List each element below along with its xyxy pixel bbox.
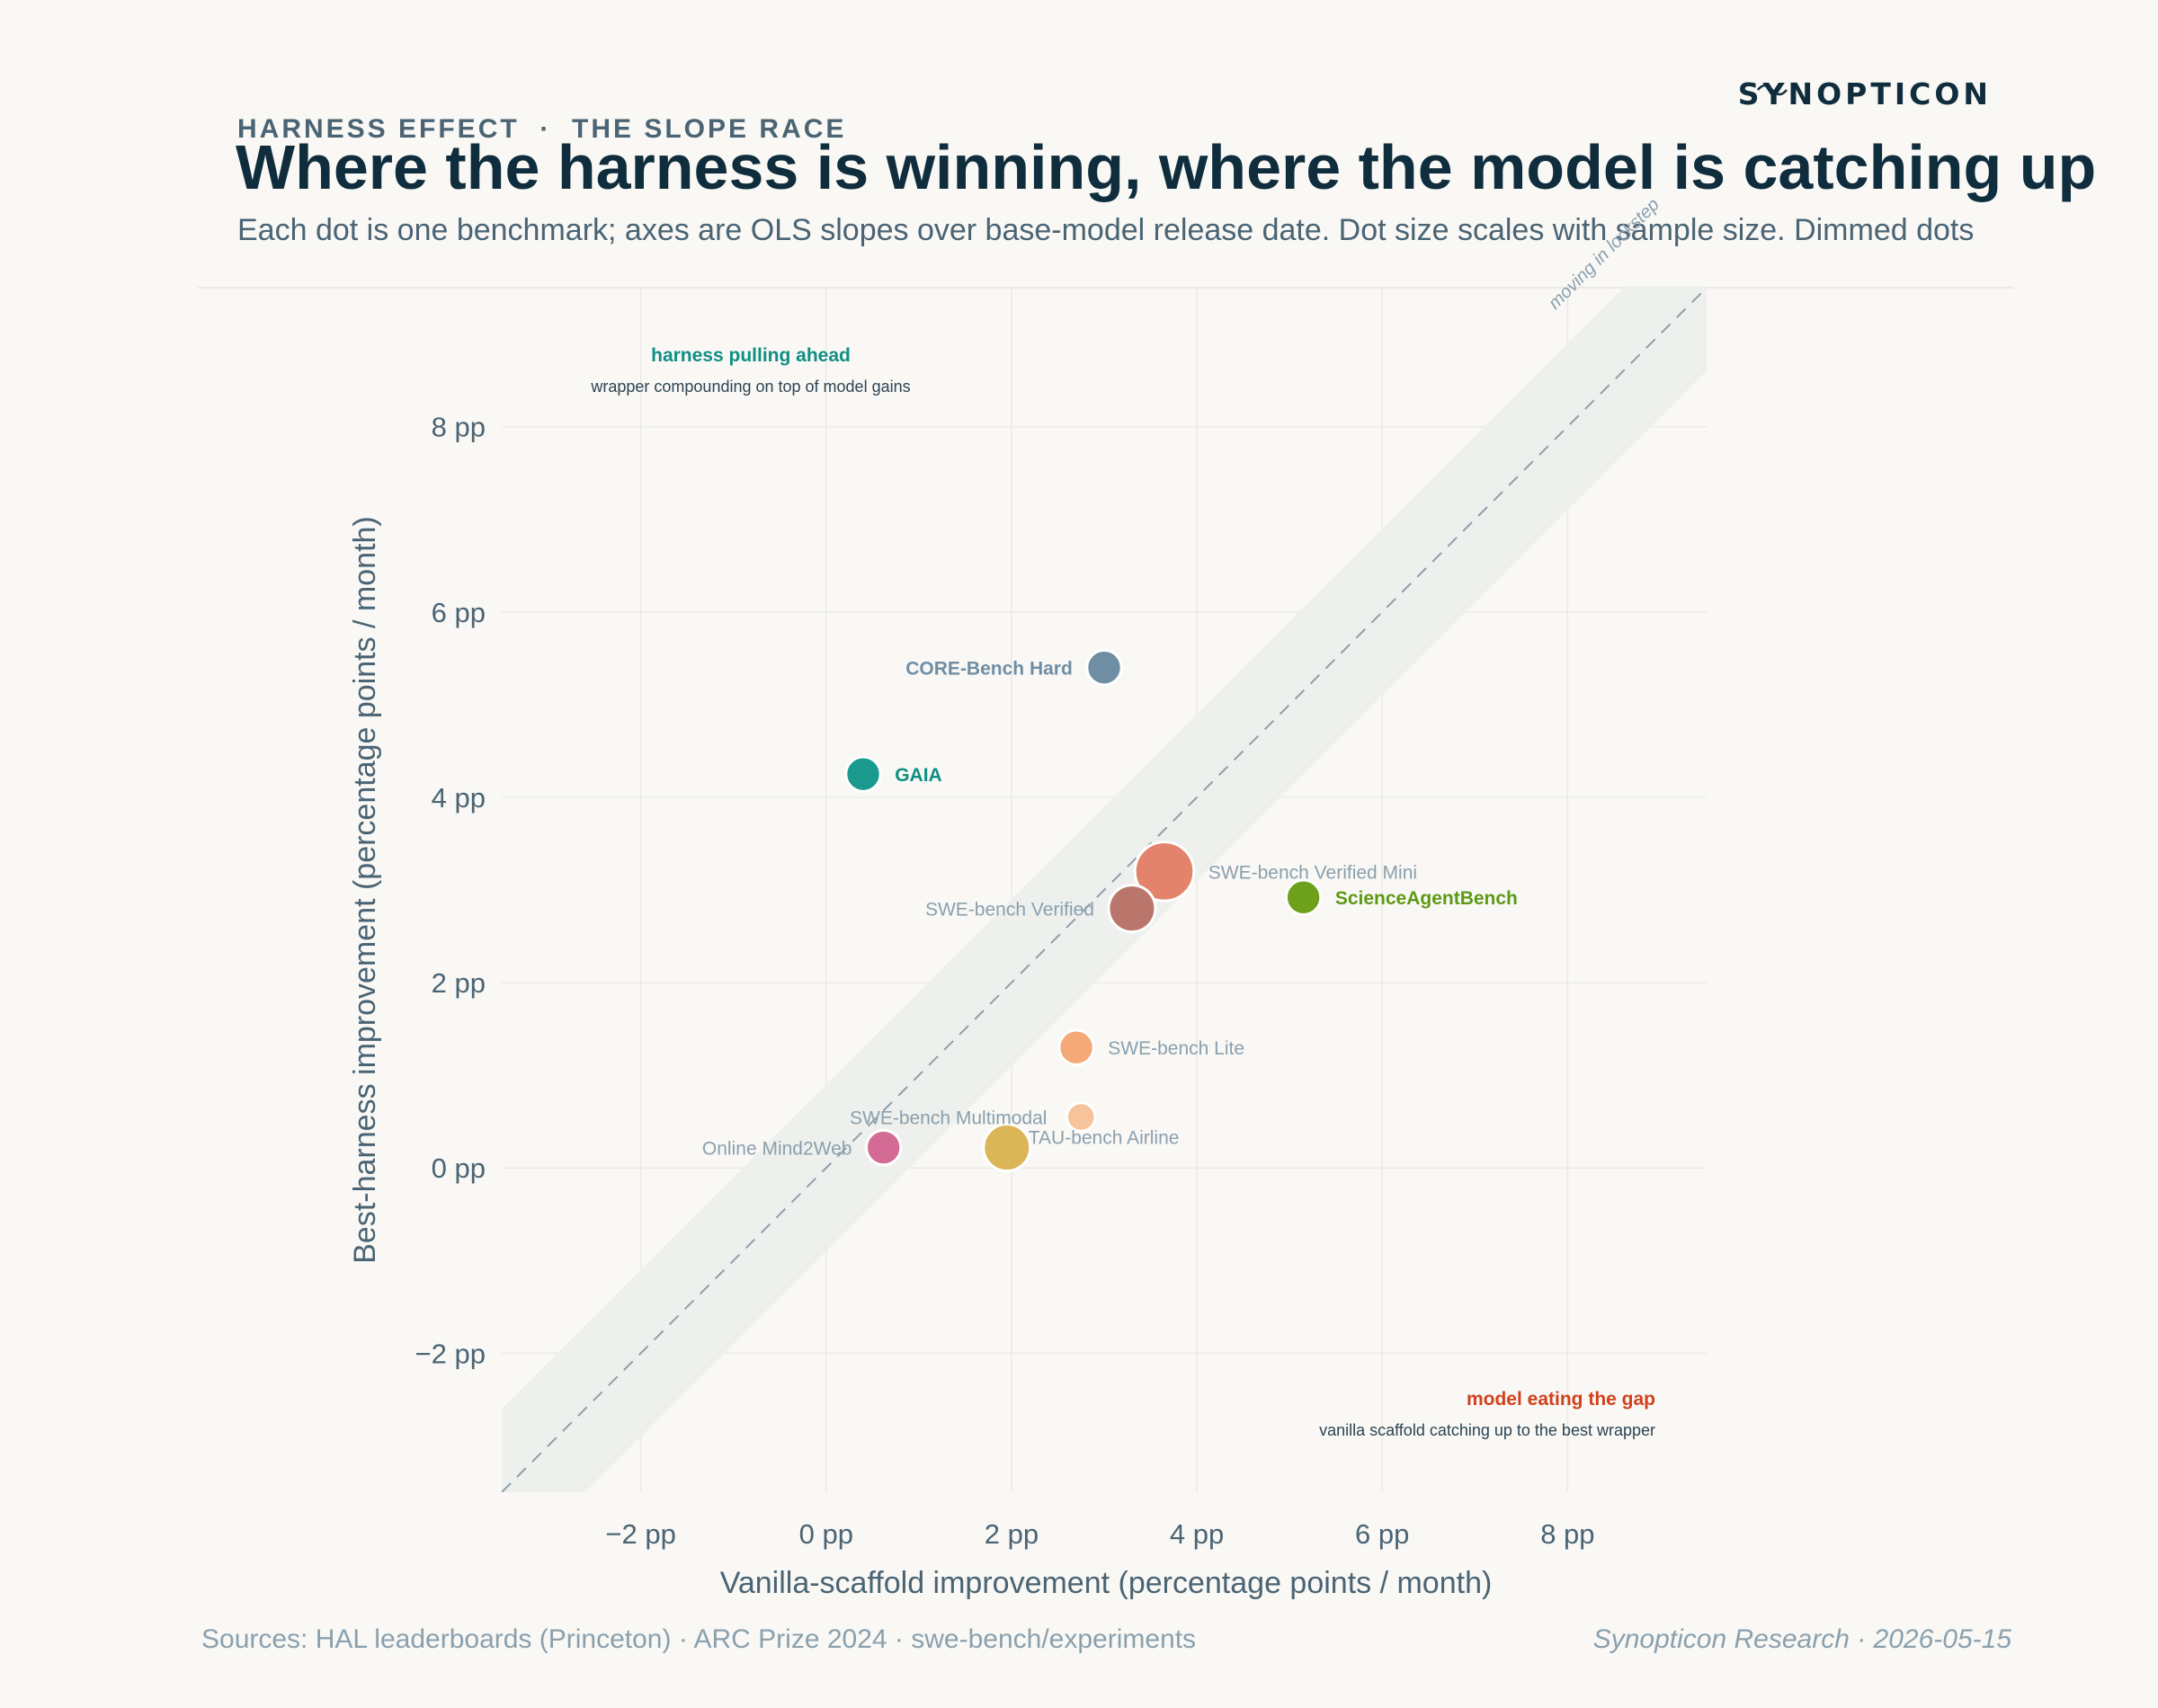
point-swe-bench-verified[interactable] <box>1107 884 1157 934</box>
x-tick-label: 8 pp <box>1540 1518 1594 1550</box>
footer-credit: Synopticon Research · 2026-05-15 <box>1593 1624 2012 1654</box>
label-gaia: GAIA <box>895 765 941 786</box>
annotation-model-sub: vanilla scaffold catching up to the best… <box>1319 1421 1655 1439</box>
y-tick-label: 2 pp <box>432 967 486 999</box>
point-core-bench-hard[interactable] <box>1085 648 1123 687</box>
point-online-mind2web[interactable] <box>864 1128 903 1167</box>
point-swe-bench-verified-mini[interactable] <box>1133 841 1196 903</box>
y-axis-title: Best-harness improvement (percentage poi… <box>348 516 382 1264</box>
y-axis-ticks: −2 pp 0 pp 2 pp 4 pp 6 pp 8 pp <box>415 412 486 1370</box>
footer-sources: Sources: HAL leaderboards (Princeton) · … <box>201 1624 1196 1654</box>
y-tick-label: 0 pp <box>432 1152 486 1184</box>
lockstep-band <box>502 288 1707 1492</box>
label-swe-bench-verified-mini: SWE-bench Verified Mini <box>1208 862 1417 883</box>
annotation-harness-title: harness pulling ahead <box>651 345 851 366</box>
x-tick-label: −2 pp <box>605 1518 675 1550</box>
label-core-bench-hard: CORE-Bench Hard <box>905 659 1073 680</box>
annotation-model-title: model eating the gap <box>1467 1389 1655 1410</box>
gridlines <box>502 288 1707 1492</box>
x-axis-ticks: −2 pp 0 pp 2 pp 4 pp 6 pp 8 pp <box>605 1518 1594 1550</box>
diagonal-line <box>502 288 1707 1492</box>
point-swe-bench-lite[interactable] <box>1057 1028 1095 1066</box>
x-tick-label: 4 pp <box>1170 1518 1224 1550</box>
y-tick-label: 8 pp <box>432 412 486 443</box>
annotation-harness-sub: wrapper compounding on top of model gain… <box>590 378 910 396</box>
label-tau-bench-airline: TAU-bench Airline <box>1029 1128 1180 1149</box>
point-gaia[interactable] <box>844 755 882 793</box>
point-tau-bench-airline[interactable] <box>982 1123 1032 1173</box>
label-online-mind2web: Online Mind2Web <box>702 1139 852 1160</box>
point-scienceagentbench[interactable] <box>1284 878 1323 916</box>
x-tick-label: 2 pp <box>985 1518 1039 1550</box>
y-tick-label: 6 pp <box>432 597 486 628</box>
label-swe-bench-verified: SWE-bench Verified <box>925 900 1094 921</box>
y-tick-label: −2 pp <box>415 1338 486 1369</box>
label-swe-bench-lite: SWE-bench Lite <box>1108 1038 1244 1059</box>
data-points: CORE-Bench Hard GAIA SWE-bench Verified Mi… <box>702 648 1518 1173</box>
chart-title: Where the harness is winning, where the … <box>236 132 2096 202</box>
x-tick-label: 6 pp <box>1355 1518 1409 1550</box>
x-tick-label: 0 pp <box>799 1518 853 1550</box>
point-swe-bench-multimodal[interactable] <box>1065 1101 1097 1133</box>
label-scienceagentbench: ScienceAgentBench <box>1335 888 1518 909</box>
chart-kicker: HARNESS EFFECT · THE SLOPE RACE <box>237 114 846 144</box>
brand-mark-icon <box>1757 84 1788 96</box>
label-swe-bench-multimodal: SWE-bench Multimodal <box>850 1108 1047 1129</box>
x-axis-title: Vanilla-scaffold improvement (percentage… <box>720 1566 1493 1600</box>
y-tick-label: 4 pp <box>432 782 486 814</box>
chart-subtitle: Each dot is one benchmark; axes are OLS … <box>237 213 1974 247</box>
